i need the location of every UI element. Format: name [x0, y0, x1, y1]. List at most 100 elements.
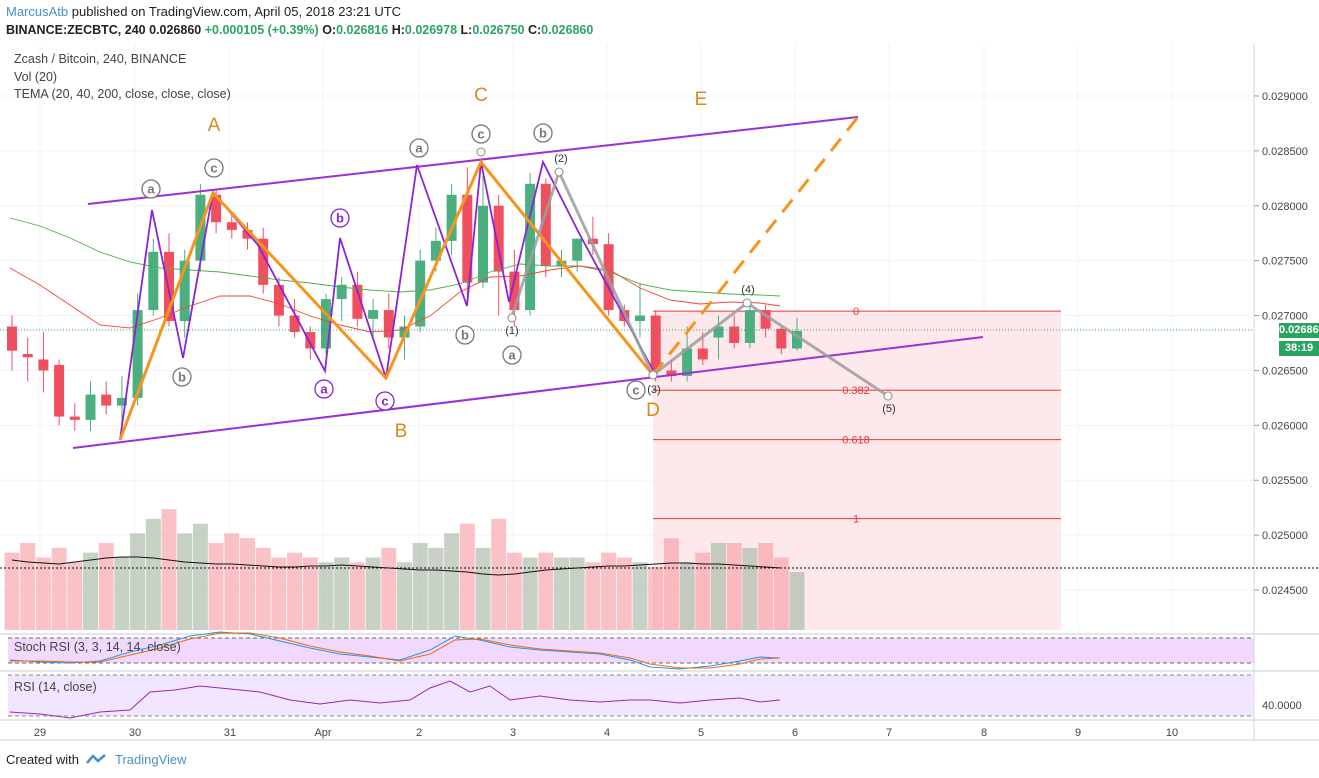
circled-wave-marker — [375, 391, 395, 411]
volume-bar — [83, 552, 98, 630]
time-tick-label: 7 — [886, 727, 892, 739]
volume-bar — [271, 557, 287, 630]
volume-bar — [585, 562, 601, 630]
high-value: 0.026978 — [404, 23, 458, 37]
volume-bar — [397, 562, 412, 630]
volume-bar — [208, 543, 224, 630]
open-value: 0.026816 — [336, 23, 389, 37]
price-tick-label: 0.028000 — [1262, 201, 1308, 213]
rsi-label[interactable]: RSI (14, close) — [14, 680, 97, 694]
candle-body — [729, 326, 740, 343]
candle-body — [635, 315, 645, 322]
candle-body — [540, 183, 551, 267]
candle-body — [525, 183, 536, 311]
volume-bar — [114, 557, 130, 630]
circled-wave-marker — [533, 123, 553, 143]
volume-bar — [287, 552, 303, 630]
circled-wave-label: c — [632, 383, 639, 398]
stoch-rsi-label[interactable]: Stoch RSI (3, 3, 14, 14, close) — [14, 640, 181, 654]
volume-bar — [67, 562, 83, 630]
close-value: 0.026860 — [541, 23, 594, 37]
legend-title[interactable]: Zcash / Bitcoin, 240, BINANCE — [14, 52, 187, 66]
circled-wave-label: b — [336, 211, 344, 226]
publisher-name[interactable]: MarcusAtb — [6, 4, 69, 19]
candle-body — [415, 260, 426, 327]
circled-wave-marker — [204, 158, 224, 178]
volume-bar — [255, 547, 271, 630]
legend-volume[interactable]: Vol (20) — [14, 70, 58, 84]
tema-200-line — [9, 217, 781, 297]
candle-body — [101, 394, 112, 406]
volume-bar — [522, 557, 538, 630]
time-tick-label: 30 — [129, 727, 141, 739]
candle-body — [792, 330, 802, 349]
candle-body — [226, 222, 237, 230]
candle-body — [650, 315, 661, 371]
price-tick-label: 0.025500 — [1262, 475, 1308, 487]
volume-bar — [98, 543, 114, 630]
time-tick-label: 29 — [34, 727, 46, 739]
volume-bar — [4, 552, 20, 630]
volume-bar — [679, 562, 695, 630]
legend-tema[interactable]: TEMA (20, 40, 200, close, close, close) — [14, 87, 231, 101]
volume-bar — [663, 538, 679, 630]
candle-body — [69, 416, 80, 420]
fib-level-label: 0.618 — [842, 435, 870, 447]
rsi-band — [8, 675, 1254, 716]
candle-body — [587, 238, 598, 245]
tradingview-link[interactable]: TradingView — [114, 752, 187, 767]
circled-wave-marker — [409, 138, 429, 158]
price-tick-label: 0.024500 — [1262, 585, 1308, 597]
publish-line: MarcusAtb published on TradingView.com, … — [6, 4, 401, 19]
circled-wave-marker — [314, 379, 334, 399]
candle-body — [509, 271, 520, 311]
volume-bar — [648, 567, 664, 630]
circled-wave-label: a — [415, 141, 423, 156]
time-tick-label: 31 — [224, 727, 236, 739]
volume-bar — [20, 543, 36, 630]
volume-bar — [412, 543, 428, 630]
time-tick-label: 6 — [792, 727, 798, 739]
rsi-level-tick: 40.0000 — [1262, 700, 1302, 712]
candle-body — [132, 310, 143, 398]
candle-body — [336, 284, 347, 300]
volume-bar — [569, 557, 585, 630]
volume-bar — [789, 572, 805, 630]
candle-body — [211, 194, 222, 223]
circled-wave-label: b — [539, 126, 547, 141]
candle-body — [744, 310, 755, 343]
circled-wave-marker — [502, 345, 522, 365]
circled-wave-label: c — [381, 394, 388, 409]
volume-bar — [632, 562, 648, 630]
volume-bar — [711, 543, 726, 630]
circled-wave-marker — [330, 208, 350, 228]
stoch-band — [8, 638, 1254, 663]
volume-bar — [161, 509, 177, 630]
pivot-point — [476, 147, 486, 157]
orange-projection-line — [651, 116, 860, 376]
price-tick-label: 0.028500 — [1262, 146, 1308, 158]
circled-wave-label: a — [508, 348, 516, 363]
volume-bar — [334, 557, 350, 630]
candle-body — [22, 353, 33, 358]
big-wave-label: A — [208, 115, 221, 136]
time-tick-label: 2 — [416, 727, 422, 739]
numbered-wave-label: (4) — [741, 284, 754, 296]
volume-bar — [349, 562, 365, 630]
volume-bar — [601, 552, 617, 630]
candle-body — [352, 284, 363, 319]
price-tick-label: 0.025000 — [1262, 530, 1308, 542]
price-tick-label: 0.026500 — [1262, 365, 1308, 377]
candle-body — [713, 326, 724, 338]
candle-body — [258, 238, 269, 285]
candle-body — [776, 328, 787, 349]
volume-bar — [616, 557, 632, 630]
volume-bar — [506, 552, 522, 630]
volume-bar — [224, 533, 240, 630]
fib-level-label: 0 — [853, 306, 859, 318]
candle-body — [383, 310, 394, 338]
volume-bar — [554, 557, 569, 630]
candle-body — [289, 315, 300, 333]
pivot-point — [507, 313, 517, 323]
